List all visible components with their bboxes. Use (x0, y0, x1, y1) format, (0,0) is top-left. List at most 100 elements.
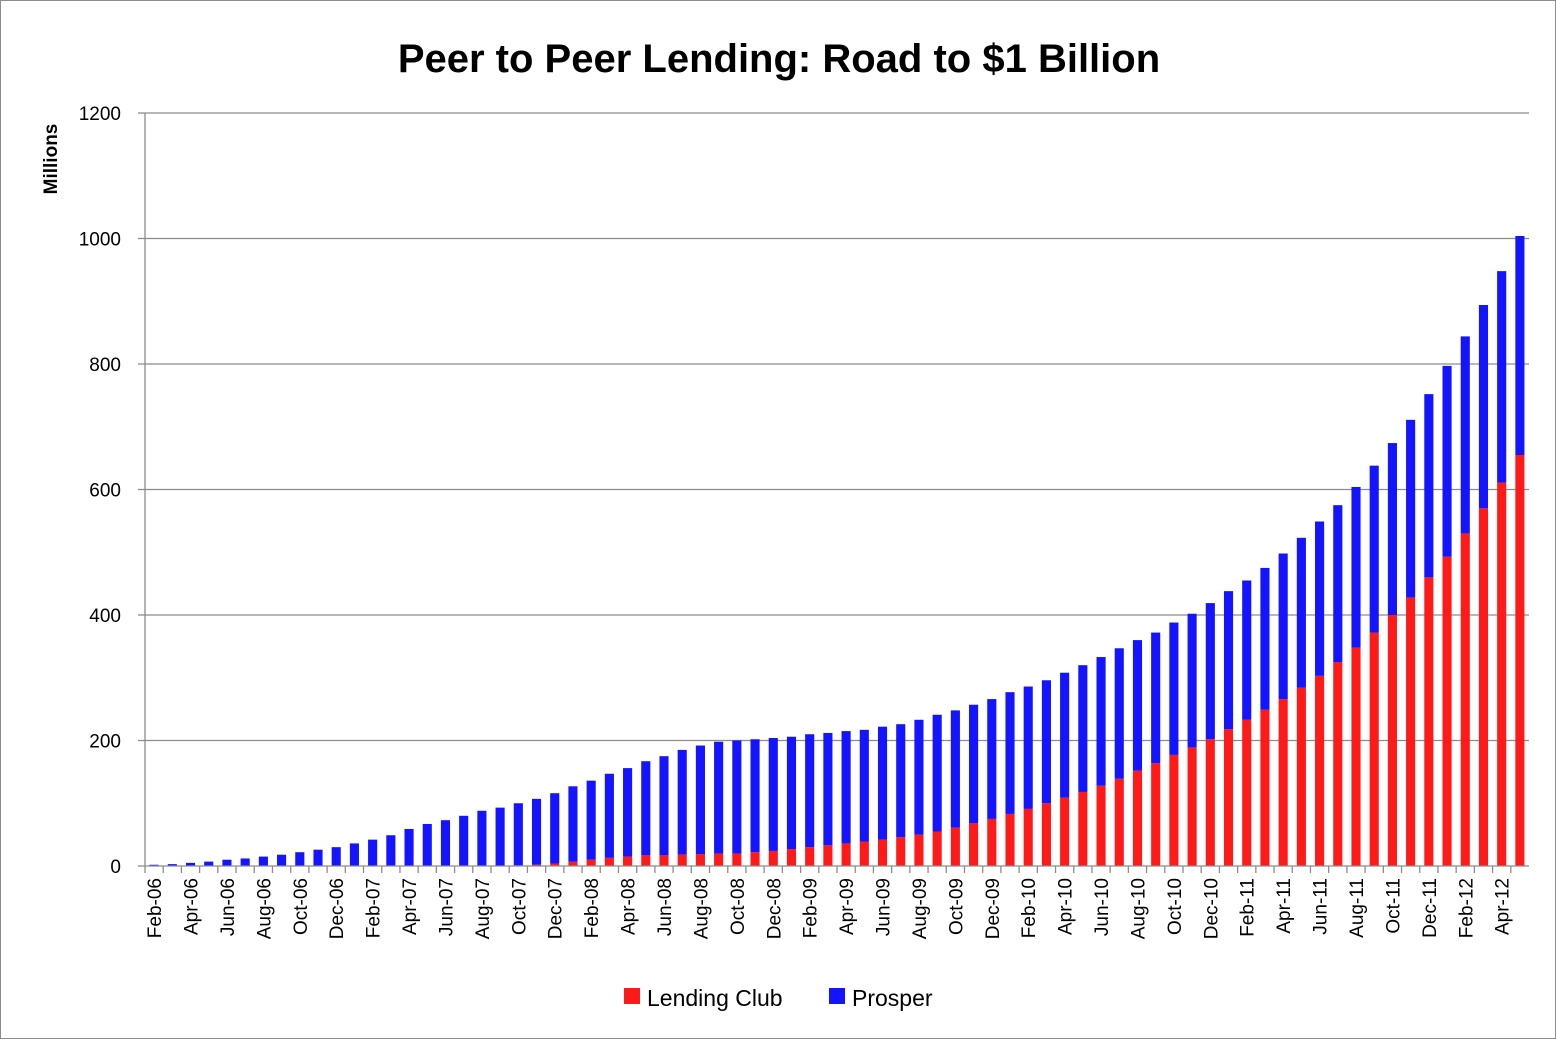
bars (149, 235, 1525, 867)
bar-prosper (841, 731, 851, 844)
x-tick-label: Aug-11 (1347, 878, 1368, 938)
x-tick-label: Dec-06 (327, 878, 348, 939)
bar-lending-club (1315, 675, 1325, 866)
x-tick-label: Apr-10 (1056, 878, 1077, 935)
bar-prosper (1387, 443, 1397, 615)
x-tick-label: Dec-07 (546, 878, 567, 939)
y-tick-label: 1000 (79, 230, 121, 251)
bar-prosper (1223, 591, 1234, 730)
bar-prosper (1096, 657, 1106, 786)
bar-prosper (1005, 692, 1015, 814)
bar-lending-club (823, 845, 833, 866)
bar-lending-club (659, 855, 669, 866)
y-tick-label: 800 (89, 355, 121, 376)
bar-prosper (1351, 486, 1361, 648)
bar-prosper (1023, 686, 1033, 809)
bar-prosper (204, 861, 214, 866)
bar-lending-club (786, 849, 797, 866)
x-tick-label: Jun-10 (1092, 878, 1113, 936)
x-tick-label: Apr-06 (182, 878, 203, 935)
bar-lending-club (1478, 508, 1489, 866)
x-tick-label: Oct-08 (728, 878, 749, 935)
bar-lending-club (1460, 533, 1470, 866)
bar-lending-club (623, 856, 633, 866)
bar-lending-club (1078, 791, 1088, 866)
y-tick-label: 0 (110, 857, 121, 878)
bar-prosper (786, 736, 797, 850)
bar-prosper (1205, 603, 1215, 740)
bar-prosper (1497, 271, 1507, 483)
chart-title: Peer to Peer Lending: Road to $1 Billion (398, 37, 1160, 81)
legend-lending-club-label: Lending Club (647, 985, 783, 1011)
bar-lending-club (1096, 785, 1106, 866)
bar-lending-club (805, 847, 815, 866)
bar-prosper (1478, 305, 1489, 509)
bar-lending-club (1187, 747, 1197, 866)
y-tick-label: 1200 (79, 104, 121, 125)
bar-prosper (222, 859, 232, 866)
bar-lending-club (677, 854, 687, 866)
bar-lending-club (586, 859, 596, 866)
bar-prosper (295, 852, 305, 866)
x-tick-label: Jun-06 (218, 878, 239, 936)
x-tick-label: Feb-12 (1456, 878, 1477, 938)
x-tick-label: Oct-11 (1383, 878, 1404, 934)
legend-lending-club-swatch (624, 988, 640, 1004)
x-tick-label: Apr-11 (1274, 878, 1295, 934)
bar-lending-club (914, 834, 924, 867)
legend-prosper-swatch (829, 988, 845, 1004)
bar-prosper (914, 719, 924, 835)
x-tick-label: Feb-07 (364, 878, 385, 938)
x-tick-label: Dec-09 (983, 878, 1004, 939)
bar-lending-club (1515, 454, 1525, 866)
bar-lending-club (1114, 778, 1124, 866)
bar-prosper (677, 749, 687, 855)
x-tick-label: Jun-09 (874, 878, 895, 936)
x-tick-label: Feb-08 (582, 878, 603, 938)
bar-lending-club (1242, 719, 1252, 866)
bar-lending-club (768, 850, 778, 866)
bar-prosper (313, 849, 323, 866)
bar-lending-club (1497, 482, 1507, 866)
bar-lending-club (1369, 632, 1379, 866)
bar-lending-club (1260, 709, 1270, 866)
bar-prosper (258, 856, 268, 866)
x-tick-label: Dec-10 (1201, 878, 1222, 939)
bar-prosper (1078, 665, 1088, 792)
bar-prosper (422, 823, 432, 866)
bar-prosper (969, 704, 979, 824)
bar-prosper (349, 843, 359, 866)
bar-prosper (732, 740, 742, 854)
bar-lending-club (987, 818, 997, 866)
bar-lending-club (1023, 808, 1033, 866)
x-tick-label: Aug-08 (691, 878, 712, 939)
y-tick-label: 200 (89, 732, 121, 753)
bar-prosper (950, 710, 960, 828)
bar-prosper (1315, 521, 1325, 676)
bar-prosper (896, 724, 906, 838)
bar-prosper (1460, 336, 1470, 534)
y-axis-label: Millions (41, 124, 62, 195)
bar-lending-club (568, 861, 578, 866)
x-tick-label: Feb-09 (801, 878, 822, 938)
bar-lending-club (1060, 797, 1070, 866)
x-tick-label: Oct-09 (946, 878, 967, 935)
bar-prosper (877, 726, 888, 840)
bar-lending-club (1333, 662, 1343, 866)
bar-prosper (167, 864, 177, 866)
bar-lending-club (950, 827, 960, 866)
bar-lending-club (1132, 770, 1143, 866)
bar-prosper (1041, 680, 1051, 804)
bar-prosper (859, 729, 869, 842)
bar-prosper (386, 835, 396, 866)
bar-lending-club (1205, 739, 1215, 866)
x-tick-label: Jun-11 (1311, 878, 1332, 935)
bar-prosper (404, 828, 414, 866)
bar-prosper (277, 854, 287, 866)
bar-prosper (695, 745, 705, 855)
bar-lending-club (877, 839, 888, 866)
x-tick-label: Jun-08 (655, 878, 676, 936)
bar-prosper (531, 798, 542, 865)
x-tick-label: Aug-10 (1128, 878, 1149, 939)
